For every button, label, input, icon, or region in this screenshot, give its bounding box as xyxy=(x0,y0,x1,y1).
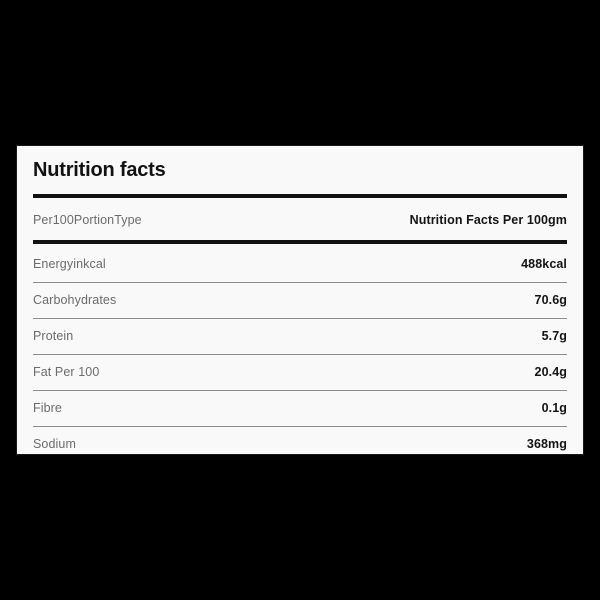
row-divider xyxy=(33,390,567,391)
nutrient-label: Fibre xyxy=(33,401,62,415)
nutrient-label: Energyinkcal xyxy=(33,257,106,271)
nutrient-value: 20.4g xyxy=(534,365,567,379)
table-row: Fibre 0.1g xyxy=(33,390,567,426)
nutrient-label: Carbohydrates xyxy=(33,293,117,307)
table-header-rule xyxy=(33,240,567,244)
table-header-label: Per100PortionType xyxy=(33,213,142,227)
nutrient-value: 5.7g xyxy=(541,329,567,343)
nutrient-value: 70.6g xyxy=(534,293,567,307)
nutrient-value: 488kcal xyxy=(521,257,567,271)
nutrient-value: 0.1g xyxy=(541,401,567,415)
row-divider xyxy=(33,282,567,283)
row-divider xyxy=(33,354,567,355)
table-row: Carbohydrates 70.6g xyxy=(33,282,567,318)
nutrient-label: Sodium xyxy=(33,437,76,451)
table-row: Sodium 368mg xyxy=(33,426,567,462)
table-row: Energyinkcal 488kcal xyxy=(33,246,567,282)
nutrient-label: Fat Per 100 xyxy=(33,365,100,379)
nutrition-facts-card: Nutrition facts Per100PortionType Nutrit… xyxy=(16,145,584,455)
table-header-value: Nutrition Facts Per 100gm xyxy=(409,213,567,227)
row-divider xyxy=(33,426,567,427)
table-top-rule xyxy=(33,194,567,198)
nutrient-label: Protein xyxy=(33,329,74,343)
nutrient-value: 368mg xyxy=(526,437,567,451)
row-divider xyxy=(33,318,567,319)
table-header-row: Per100PortionType Nutrition Facts Per 10… xyxy=(33,202,567,238)
table-row: Fat Per 100 20.4g xyxy=(33,354,567,390)
page-title: Nutrition facts xyxy=(33,159,166,181)
table-row: Protein 5.7g xyxy=(33,318,567,354)
card-inner: Nutrition facts Per100PortionType Nutrit… xyxy=(33,146,567,454)
